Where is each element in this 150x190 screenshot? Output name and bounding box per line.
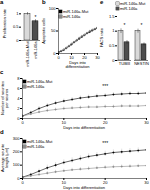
svg-text:8: 8	[17, 76, 20, 81]
html-text:miR-146a-Mut: miR-146a-Mut	[27, 139, 53, 144]
svg-text:miR-146a: miR-146a	[33, 41, 38, 59]
html-text:miR-146a-Mut: miR-146a-Mut	[63, 9, 89, 14]
svg-text:20: 20	[103, 120, 108, 125]
svg-text:50: 50	[51, 28, 56, 33]
html-text:Apoptotic cells: Apoptotic cells	[41, 17, 47, 44]
svg-text:0: 0	[17, 176, 20, 181]
svg-text:0: 0	[17, 116, 20, 121]
html-text:miR-146a-Mut: miR-146a-Mut	[120, 1, 146, 6]
svg-text:0: 0	[16, 38, 19, 43]
svg-text:NESTIN: NESTIN	[134, 61, 149, 66]
svg-text:100: 100	[13, 162, 20, 167]
svg-text:20: 20	[82, 55, 87, 60]
html-text:Days into differentiation: Days into differentiation	[63, 125, 105, 130]
svg-text:1.5: 1.5	[109, 14, 115, 19]
html-text:Average neurite length (μm): Average neurite length (μm)	[0, 143, 10, 173]
svg-text:TUBIII: TUBIII	[119, 61, 130, 66]
svg-text:6: 6	[17, 86, 20, 91]
html-text:c: c	[0, 69, 4, 75]
svg-text:100: 100	[49, 6, 56, 11]
svg-text:20: 20	[103, 180, 108, 185]
svg-text:1: 1	[112, 28, 115, 33]
svg-text:0: 0	[21, 180, 24, 185]
svg-text:0.5: 0.5	[13, 24, 19, 29]
html-text:b: b	[42, 0, 46, 5]
svg-text:30: 30	[144, 180, 149, 185]
html-text:miR-146a: miR-146a	[27, 144, 45, 149]
svg-text:200: 200	[13, 149, 20, 154]
svg-text:300: 300	[13, 136, 20, 141]
svg-text:***: ***	[102, 140, 108, 146]
svg-text:10: 10	[62, 120, 67, 125]
svg-text:*: *	[141, 22, 143, 28]
html-text:Days into differentiation: Days into differentiation	[63, 185, 105, 190]
svg-text:30: 30	[95, 55, 100, 60]
html-text:miR-146a-Mut: miR-146a-Mut	[27, 79, 53, 84]
svg-text:10: 10	[69, 55, 74, 60]
html-text:miR-146a: miR-146a	[120, 6, 138, 11]
html-text:e: e	[100, 0, 104, 5]
svg-text:10: 10	[62, 180, 67, 185]
svg-text:0: 0	[112, 58, 115, 63]
svg-text:***: ***	[102, 83, 108, 89]
svg-text:30: 30	[144, 120, 149, 125]
svg-text:2: 2	[17, 106, 20, 111]
html-text:Number of neurites per neuron: Number of neurites per neuron	[0, 81, 10, 115]
html-text:miR-146a: miR-146a	[63, 14, 81, 19]
html-text:Days into differentiation: Days into differentiation	[65, 60, 90, 70]
html-text:d: d	[0, 129, 4, 135]
html-text:FACS ratio: FACS ratio	[99, 28, 105, 48]
svg-text:*: *	[35, 14, 37, 20]
html-text:a: a	[0, 0, 4, 5]
svg-text:miR-146a-Mut: miR-146a-Mut	[25, 41, 30, 67]
svg-text:0.5: 0.5	[109, 43, 115, 48]
svg-text:0: 0	[21, 120, 24, 125]
svg-text:*: *	[124, 22, 126, 28]
svg-text:1: 1	[16, 11, 19, 16]
svg-text:0: 0	[53, 51, 56, 56]
svg-text:4: 4	[17, 96, 20, 101]
html-text:miR-146a: miR-146a	[27, 84, 45, 89]
html-text:Proliferation rate: Proliferation rate	[1, 9, 7, 39]
svg-text:0: 0	[57, 55, 60, 60]
